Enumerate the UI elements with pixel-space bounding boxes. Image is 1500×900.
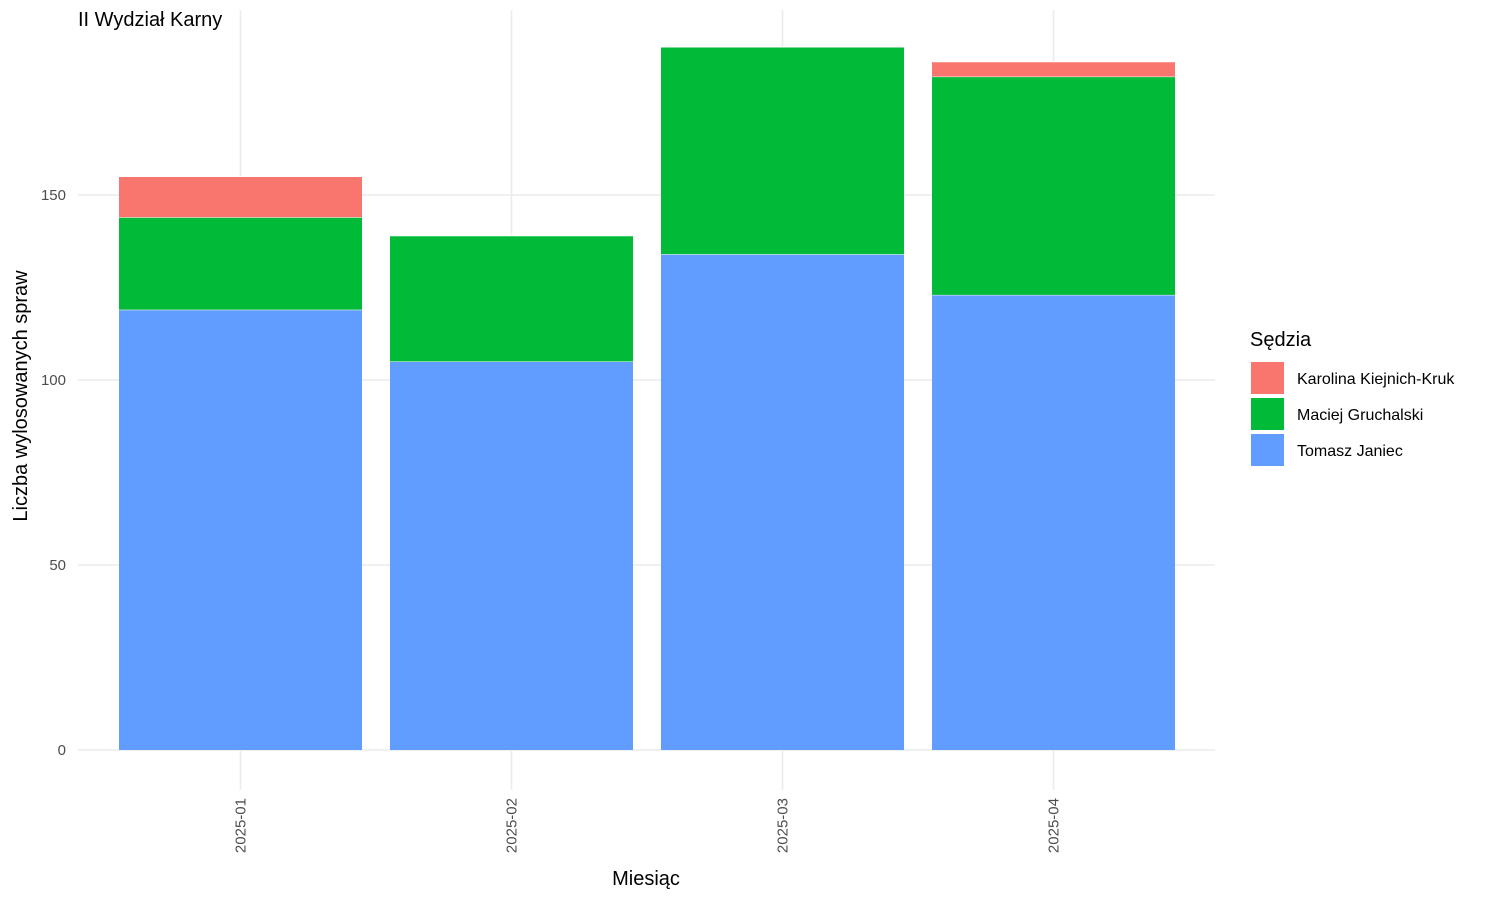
- legend-items: Karolina Kiejnich-Kruk Maciej Gruchalski T…: [1251, 362, 1455, 466]
- y-tick-label: 50: [49, 557, 66, 574]
- x-tick-label: 2025-01: [233, 798, 250, 853]
- y-tick-label: 150: [41, 187, 66, 204]
- bar-segment: [390, 235, 633, 362]
- legend-key: [1251, 362, 1284, 394]
- legend-key: [1251, 434, 1284, 466]
- legend-title: Sędzia: [1250, 329, 1312, 351]
- legend-label: Karolina Kiejnich-Kruk: [1297, 371, 1455, 388]
- bar-segment: [119, 176, 362, 218]
- bar-segment: [932, 76, 1175, 295]
- legend-label: Maciej Gruchalski: [1297, 407, 1423, 424]
- bar-segment: [119, 217, 362, 310]
- y-tick-label: 100: [41, 372, 66, 389]
- bar-segment: [661, 47, 904, 255]
- legend-label: Tomasz Janiec: [1297, 443, 1403, 460]
- y-tick-label: 0: [58, 742, 66, 759]
- y-tick-labels: 0 50 100 150: [41, 187, 66, 759]
- legend-key: [1251, 398, 1284, 430]
- x-tick-labels: 2025-01 2025-02 2025-03 2025-04: [233, 798, 1063, 853]
- bar-segment: [661, 254, 904, 750]
- x-axis-title: Miesiąc: [612, 868, 680, 890]
- x-tick-label: 2025-02: [504, 798, 521, 853]
- y-axis-title: Liczba wylosowanych spraw: [10, 270, 32, 522]
- chart-title: II Wydział Karny: [78, 9, 222, 31]
- bar-segment: [932, 294, 1175, 750]
- bar-segment: [119, 309, 362, 750]
- bar-segment: [932, 61, 1175, 77]
- x-tick-label: 2025-04: [1046, 798, 1063, 853]
- x-tick-label: 2025-03: [775, 798, 792, 853]
- bars: [119, 46, 1175, 750]
- bar-segment: [390, 361, 633, 750]
- legend: Sędzia Karolina Kiejnich-Kruk Maciej Gruc…: [1250, 329, 1455, 466]
